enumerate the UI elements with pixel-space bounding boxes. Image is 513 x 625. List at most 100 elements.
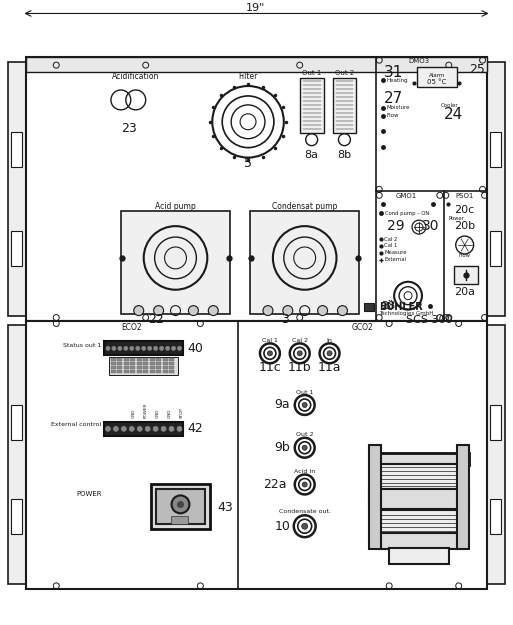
Text: 11a: 11a: [318, 361, 341, 374]
Bar: [143, 358, 148, 361]
Circle shape: [302, 482, 307, 487]
Circle shape: [154, 306, 164, 316]
Text: GMO1: GMO1: [396, 193, 417, 199]
Text: 29: 29: [387, 219, 405, 233]
Bar: [117, 358, 122, 361]
Circle shape: [208, 306, 218, 316]
Bar: [143, 366, 148, 369]
Bar: [8, 326, 27, 584]
Text: Technologies GmbH: Technologies GmbH: [379, 311, 433, 316]
Text: 24: 24: [444, 107, 463, 122]
Bar: [137, 362, 142, 365]
Text: Alarm: Alarm: [429, 72, 445, 78]
Circle shape: [177, 346, 182, 351]
Bar: [111, 362, 116, 365]
Circle shape: [302, 445, 307, 450]
Circle shape: [263, 306, 273, 316]
Circle shape: [177, 426, 182, 431]
Bar: [250, 211, 359, 314]
Bar: [374, 464, 464, 489]
Circle shape: [327, 351, 332, 356]
Bar: [389, 548, 449, 564]
Bar: [156, 358, 161, 361]
Circle shape: [297, 351, 302, 356]
Circle shape: [188, 306, 199, 316]
Text: Power: Power: [449, 216, 465, 221]
Text: 19": 19": [246, 2, 266, 12]
Text: STOP: STOP: [180, 407, 184, 418]
Circle shape: [154, 346, 157, 351]
Bar: [163, 370, 168, 373]
Circle shape: [122, 426, 126, 431]
Bar: [489, 231, 501, 266]
Circle shape: [136, 346, 140, 351]
Bar: [156, 362, 161, 365]
Bar: [369, 489, 469, 509]
Bar: [137, 366, 142, 369]
Bar: [163, 358, 168, 361]
Bar: [124, 362, 129, 365]
Text: Flow: Flow: [386, 113, 399, 118]
Text: 8b: 8b: [338, 149, 351, 159]
Bar: [137, 370, 142, 373]
Text: 25: 25: [469, 62, 485, 76]
Text: Out 2: Out 2: [335, 70, 354, 76]
Bar: [11, 132, 23, 166]
Bar: [489, 499, 501, 534]
Circle shape: [302, 523, 308, 529]
Circle shape: [160, 346, 164, 351]
Bar: [143, 370, 148, 373]
Text: 11b: 11b: [288, 361, 311, 374]
Text: 9a: 9a: [274, 399, 290, 411]
Circle shape: [118, 346, 122, 351]
Text: Acid In: Acid In: [294, 469, 315, 474]
Circle shape: [137, 426, 142, 431]
Text: Flow: Flow: [459, 253, 470, 258]
Circle shape: [166, 346, 170, 351]
Bar: [300, 78, 324, 132]
Circle shape: [113, 426, 119, 431]
Text: 05 °C: 05 °C: [427, 79, 446, 85]
Text: Acid pump: Acid pump: [155, 202, 196, 211]
Bar: [163, 366, 168, 369]
Text: Cal 1: Cal 1: [384, 244, 398, 249]
Bar: [111, 358, 116, 361]
Text: PSO1: PSO1: [456, 193, 474, 199]
Bar: [369, 452, 469, 464]
Bar: [143, 362, 148, 365]
Bar: [11, 405, 23, 440]
Text: 10: 10: [275, 520, 291, 532]
Text: 30: 30: [422, 219, 440, 233]
Text: Condensat pump: Condensat pump: [272, 202, 338, 211]
Text: POWER: POWER: [76, 491, 102, 498]
Text: 20b: 20b: [454, 221, 475, 231]
Circle shape: [129, 426, 134, 431]
Text: GND: GND: [168, 409, 171, 418]
Circle shape: [145, 426, 150, 431]
Text: 22a: 22a: [263, 478, 287, 491]
Bar: [104, 422, 184, 436]
Text: External: External: [384, 258, 406, 262]
Text: BÜHLER: BÜHLER: [379, 302, 423, 312]
Text: Cond pump – ON: Cond pump – ON: [385, 211, 429, 216]
Text: Cal 2: Cal 2: [292, 338, 308, 343]
Bar: [109, 357, 179, 375]
Text: 8a: 8a: [305, 149, 319, 159]
Text: 31: 31: [383, 64, 403, 79]
Text: GND: GND: [132, 409, 136, 418]
Text: Cal 2: Cal 2: [384, 236, 398, 241]
Bar: [332, 78, 357, 132]
Text: 27: 27: [384, 91, 403, 106]
Bar: [489, 132, 501, 166]
Circle shape: [161, 426, 166, 431]
Bar: [454, 266, 478, 284]
Bar: [130, 370, 135, 373]
Bar: [104, 341, 184, 355]
Text: DMO3: DMO3: [408, 58, 429, 64]
Bar: [369, 445, 381, 549]
Bar: [124, 358, 129, 361]
Bar: [486, 62, 505, 316]
Bar: [169, 366, 174, 369]
Bar: [130, 358, 135, 361]
Circle shape: [171, 346, 175, 351]
